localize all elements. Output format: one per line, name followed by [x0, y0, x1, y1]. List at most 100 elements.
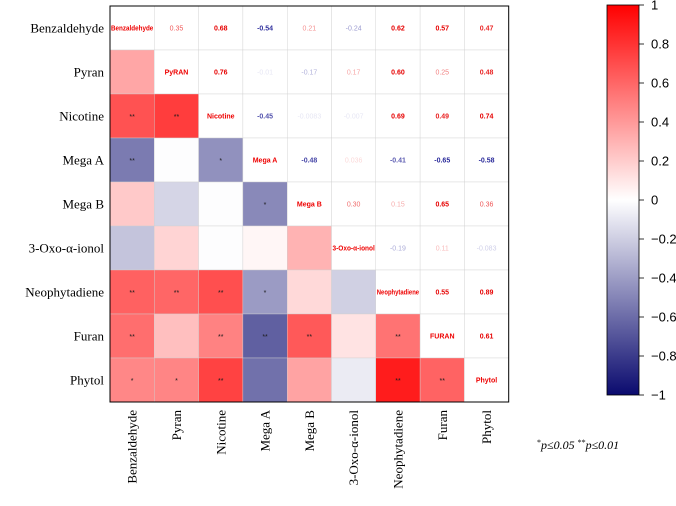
heatmap-cell-6-6: [375, 269, 421, 315]
heatmap-cell-5-3: [242, 225, 288, 271]
colorbar: 1 0.8 0.6 0.4 0.2 0 −0.2 −0.4 −0.6 −0.8 −1: [606, 0, 676, 403]
heatmap-cell-2-7: [419, 93, 465, 139]
heatmap-cell-6-2: [198, 269, 244, 315]
heatmap-cell-2-4: [287, 93, 332, 139]
significance-mark: **: [174, 290, 180, 297]
correlation-value: -0.41: [390, 158, 406, 165]
heatmap-frame: [109, 5, 510, 403]
significance-mark: **: [174, 114, 180, 121]
heatmap-cell-5-7: [419, 225, 465, 271]
colorbar-tick-label: 0.6: [651, 76, 669, 91]
heatmap-cell-7-7: [419, 313, 465, 359]
heatmap-cell-6-5: [331, 269, 376, 315]
correlation-value: -0.48: [301, 158, 317, 165]
row-label: Nicotine: [59, 109, 104, 124]
correlation-value: 0.36: [480, 202, 494, 209]
significance-mark: **: [218, 334, 224, 341]
heatmap-cell-3-5: [331, 137, 376, 183]
correlation-value: -0.007: [344, 114, 364, 121]
correlation-value: 0.17: [347, 70, 361, 77]
heatmap-cell-0-1: [154, 5, 199, 51]
correlation-value: 0.62: [391, 26, 405, 33]
heatmap-cell-7-6: [375, 313, 421, 359]
significance-mark: **: [307, 334, 313, 341]
heatmap-cell-3-2: [198, 137, 244, 183]
diagonal-label: FURAN: [430, 334, 455, 341]
correlation-value: 0.60: [391, 70, 405, 77]
colorbar-tick-label: −0.2: [651, 232, 676, 247]
heatmap-cell-0-4: [287, 5, 332, 51]
row-label: Furan: [74, 329, 105, 344]
heatmap-cell-8-5: [331, 357, 376, 403]
row-label: Benzaldehyde: [30, 21, 104, 36]
colorbar-tick-label: 0.8: [651, 37, 669, 52]
heatmap-grid: Benzaldehyde 0.35 0.68 -0.54 0.21 -0.24 0.62 0.…: [109, 5, 510, 403]
correlation-value: 0.69: [391, 114, 405, 121]
heatmap-cell-4-6: [375, 181, 421, 227]
heatmap-cell-7-4: [287, 313, 332, 359]
heatmap-cell-5-6: [375, 225, 421, 271]
correlation-value: 0.61: [480, 334, 494, 341]
heatmap-cell-4-7: [419, 181, 465, 227]
heatmap-cell-4-4: [287, 181, 332, 227]
significance-mark: *: [175, 378, 178, 385]
correlation-value: -0.01: [257, 70, 273, 77]
colorbar-tick-label: 0.2: [651, 154, 669, 169]
heatmap-cell-4-0: [109, 181, 155, 227]
heatmap-cell-5-4: [287, 225, 332, 271]
colorbar-tick-label: −0.6: [651, 310, 676, 325]
column-label: Furan: [435, 410, 450, 441]
heatmap-cell-7-2: [198, 313, 244, 359]
diagonal-label: Mega B: [297, 202, 322, 209]
colorbar-gradient: [606, 4, 640, 396]
correlation-value: 0.30: [347, 202, 361, 209]
heatmap-cell-5-0: [109, 225, 155, 271]
heatmap-cell-6-3: [242, 269, 288, 315]
column-label: Phytol: [479, 410, 494, 444]
sig2-text: p≤0.01: [585, 438, 620, 452]
heatmap-cell-2-5: [331, 93, 376, 139]
heatmap-cell-4-5: [331, 181, 376, 227]
column-label: Mega A: [258, 409, 273, 451]
correlation-value: 0.57: [435, 26, 449, 33]
row-label: Phytol: [70, 373, 104, 388]
correlation-value: 0.036: [345, 158, 363, 165]
heatmap-cell-2-2: [198, 93, 244, 139]
column-label: Nicotine: [213, 410, 228, 455]
significance-mark: **: [129, 158, 135, 165]
heatmap-cell-1-3: [242, 49, 288, 95]
heatmap-cell-3-0: [109, 137, 155, 183]
heatmap-cell-8-4: [287, 357, 332, 403]
significance-footnote: *p≤0.05 **p≤0.01: [537, 438, 619, 453]
colorbar-tick-label: 1: [651, 0, 658, 13]
significance-mark: *: [219, 158, 222, 165]
correlation-value: 0.65: [435, 202, 449, 209]
significance-mark: **: [129, 290, 135, 297]
row-label: Mega A: [62, 153, 104, 168]
correlation-value: 0.47: [480, 26, 494, 33]
heatmap-cell-1-4: [287, 49, 332, 95]
correlation-value: 0.48: [480, 70, 494, 77]
heatmap-cell-7-1: [154, 313, 199, 359]
row-label: Mega B: [62, 197, 104, 212]
colorbar-tick-label: 0: [651, 193, 658, 208]
correlation-value: 0.89: [480, 290, 494, 297]
correlation-value: 0.35: [170, 26, 184, 33]
heatmap-cell-6-8: [464, 269, 509, 315]
correlation-value: -0.17: [301, 70, 317, 77]
significance-mark: **: [395, 334, 401, 341]
correlation-value: -0.0083: [297, 114, 321, 121]
heatmap-cell-2-3: [242, 93, 288, 139]
heatmap-cell-6-4: [287, 269, 332, 315]
colorbar-tick-label: −0.4: [651, 271, 676, 286]
heatmap-cell-1-7: [419, 49, 465, 95]
heatmap-cell-5-2: [198, 225, 244, 271]
column-label: Pyran: [169, 410, 184, 441]
colorbar-tick-label: 0.4: [651, 115, 669, 130]
diagonal-label: PyRAN: [165, 70, 189, 77]
row-label: 3-Oxo-α-ionol: [29, 241, 105, 256]
significance-mark: **: [218, 290, 224, 297]
correlation-value: 0.21: [303, 26, 317, 33]
significance-mark: **: [440, 378, 446, 385]
